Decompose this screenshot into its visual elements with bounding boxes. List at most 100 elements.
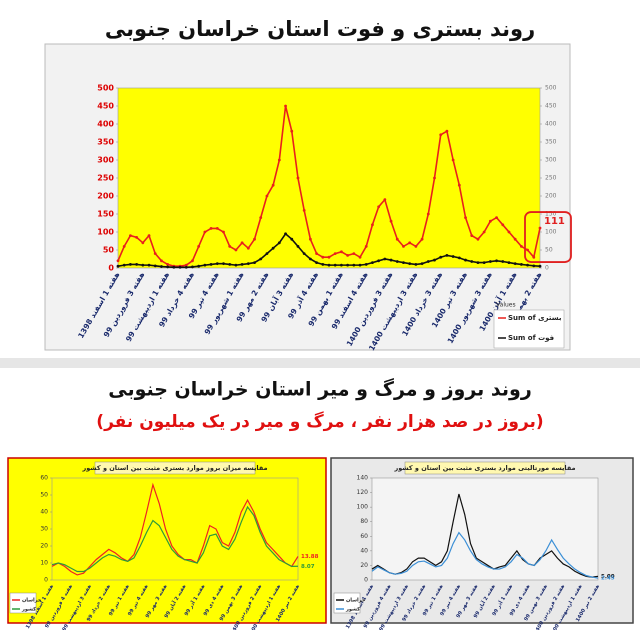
point (277, 158, 281, 162)
point (315, 252, 318, 256)
point (135, 263, 139, 266)
point (352, 263, 356, 267)
point (408, 262, 412, 266)
point (141, 263, 145, 267)
section-subtitle: (بروز در صد هزار نفر ، مرگ و میر در یک م… (96, 412, 543, 432)
legend-box (9, 592, 37, 614)
point (308, 257, 312, 261)
y-tick-label: 350 (97, 138, 114, 147)
point (346, 254, 350, 257)
point (308, 237, 312, 241)
point (240, 241, 244, 245)
point (153, 264, 157, 268)
point (333, 252, 337, 256)
point (420, 237, 424, 241)
point (277, 241, 281, 245)
series-line (371, 531, 599, 579)
point (371, 223, 374, 227)
point (184, 263, 188, 267)
highlight-box (524, 211, 572, 263)
point (488, 260, 492, 263)
y2-tick-label: 150 (545, 211, 557, 218)
point (507, 261, 511, 264)
point (259, 216, 263, 220)
point (395, 260, 399, 263)
point (352, 252, 356, 256)
point (284, 232, 287, 236)
point (513, 237, 517, 241)
point (470, 234, 474, 238)
point (501, 223, 505, 227)
point (209, 263, 213, 266)
series-line (371, 493, 599, 578)
point (153, 252, 157, 256)
legend-label: خراسان (346, 598, 366, 604)
point (253, 237, 256, 241)
point (302, 252, 306, 256)
point (402, 261, 405, 264)
point (482, 230, 486, 234)
series-line (51, 505, 299, 573)
point (445, 254, 449, 257)
value-label: 2.45 (601, 576, 615, 582)
y-tick-label: 100 (357, 504, 369, 511)
point (451, 255, 455, 258)
legend-label: کشور (21, 607, 36, 613)
value-label: 13.88 (301, 554, 319, 560)
y-tick-label: 10 (40, 560, 48, 567)
point (116, 264, 120, 268)
point (507, 230, 511, 234)
point (259, 257, 263, 261)
y-tick-label: 100 (97, 228, 114, 237)
point (160, 259, 163, 263)
point (532, 255, 536, 259)
point (340, 250, 343, 254)
point (495, 259, 498, 263)
point (408, 241, 412, 245)
y-tick-label: 400 (97, 120, 114, 129)
point (222, 230, 225, 234)
point (129, 263, 132, 266)
y-tick-label: 40 (40, 509, 48, 516)
point (215, 227, 219, 230)
point (315, 261, 318, 264)
y-tick-label: 0 (44, 577, 48, 584)
point (122, 245, 126, 248)
point (340, 263, 343, 267)
y-tick-label: 140 (357, 475, 369, 482)
point (445, 129, 449, 133)
y-tick-label: 250 (97, 174, 114, 183)
point (383, 257, 387, 261)
legend-box (493, 309, 565, 349)
point (147, 234, 151, 238)
legend-label: کشور (345, 607, 360, 613)
y-tick-label: 20 (40, 543, 48, 550)
point (246, 246, 250, 250)
point (116, 259, 120, 263)
y2-tick-label: 200 (545, 193, 557, 200)
point (464, 216, 467, 220)
point (191, 265, 194, 269)
y-tick-label: 40 (360, 547, 368, 554)
point (426, 212, 430, 216)
point (147, 263, 151, 267)
point (488, 219, 492, 223)
point (433, 176, 436, 180)
y2-tick-label: 500 (545, 85, 557, 92)
point (253, 261, 256, 264)
y2-tick-label: 100 (545, 229, 557, 236)
y-tick-label: 50 (103, 246, 115, 255)
point (203, 263, 207, 267)
plot-area (117, 87, 541, 269)
point (513, 262, 517, 266)
legend-label: خراسان (22, 598, 42, 604)
legend-label: Sum of فوت (508, 334, 554, 342)
point (358, 255, 362, 259)
point (172, 265, 176, 269)
point (476, 237, 480, 241)
point (377, 259, 381, 263)
y-tick-label: 0 (108, 264, 114, 273)
point (197, 245, 201, 248)
point (209, 227, 213, 230)
annotation: 111 (544, 216, 565, 227)
